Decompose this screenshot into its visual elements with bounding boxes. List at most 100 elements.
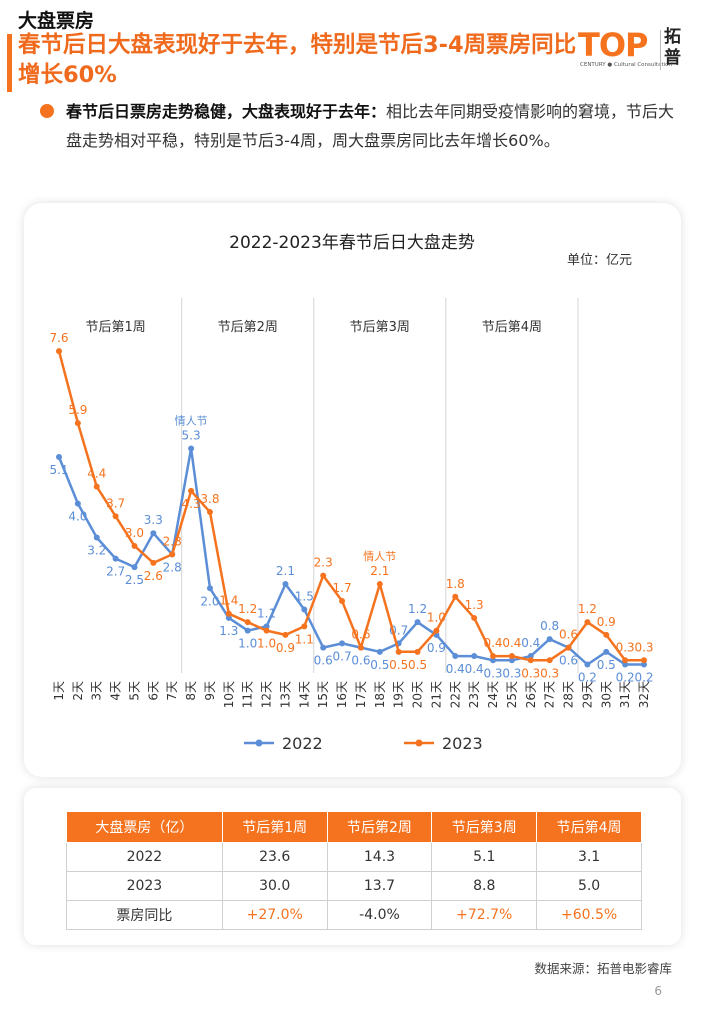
x-tick-label: 17天 (354, 681, 368, 708)
data-point-2022 (56, 454, 62, 460)
data-label-2023: 0.5 (408, 658, 427, 672)
data-label-2022: 0.7 (333, 649, 352, 663)
data-point-2022 (452, 653, 459, 660)
legend-marker (415, 739, 423, 747)
data-label-2023: 1.0 (257, 637, 276, 651)
data-label-2022: 0.3 (502, 666, 521, 680)
week-label: 节后第1周 (85, 320, 145, 335)
data-point-2022 (320, 644, 327, 651)
data-label-2023: 2.6 (144, 569, 163, 583)
table-cell: 8.8 (431, 871, 538, 901)
x-tick-label: 20天 (411, 681, 425, 708)
data-point-2022 (225, 614, 232, 621)
table-cell: 5.1 (431, 842, 538, 872)
x-tick-label: 23天 (467, 681, 481, 708)
data-point-2023 (320, 572, 327, 579)
table-card: 大盘票房（亿） 节后第1周 节后第2周 节后第3周 节后第4周 2022 23.… (24, 788, 681, 945)
series-line-2022 (57, 447, 644, 666)
accent-bar (7, 34, 12, 92)
data-point-2022 (74, 500, 81, 507)
row-label: 票房同比 (66, 900, 223, 930)
x-tick-label: 1天 (52, 681, 66, 701)
header-cell: 节后第3周 (431, 811, 538, 843)
data-point-2022 (546, 636, 553, 643)
data-label-2023: 0.9 (597, 615, 616, 629)
data-label-2023: 0.9 (276, 641, 295, 655)
x-tick-label: 32天 (637, 681, 651, 708)
data-point-2023 (74, 420, 81, 427)
data-label-2023: 0.3 (540, 666, 559, 680)
data-label-2023: 4.3 (182, 497, 201, 511)
data-label-2022: 0.4 (521, 636, 540, 650)
data-point-2023 (150, 559, 157, 566)
legend-marker (255, 739, 263, 747)
legend-label: 2022 (282, 734, 323, 753)
week-label: 节后第4周 (482, 320, 542, 335)
data-point-2022 (376, 648, 383, 655)
data-label-2022: 0.2 (616, 671, 635, 685)
data-label-2023: 0.4 (483, 636, 502, 650)
data-point-2022 (471, 653, 478, 660)
data-point-2023 (56, 348, 62, 355)
data-point-2022 (150, 530, 157, 537)
data-label-2023: 1.8 (446, 577, 465, 591)
x-tick-label: 3天 (90, 681, 104, 701)
summary-body: 相比去年同期受疫情影响的窘境，节后大盘走势相对平稳，特别是节后3-4周，周大盘票… (66, 102, 675, 150)
data-point-2023 (301, 623, 308, 630)
data-point-2023 (206, 509, 213, 516)
data-point-2023 (357, 644, 364, 651)
chart-unit-label: 单位：亿元 (567, 253, 632, 268)
chart-card: 2022-2023年春节后日大盘走势 单位：亿元 节后第1周 节后第2周 节后第3周 节后… (24, 203, 681, 777)
data-label-2022: 3.2 (87, 543, 106, 557)
data-label-2023: 0.5 (389, 658, 408, 672)
x-tick-label: 26天 (524, 681, 538, 708)
box-office-table: 大盘票房（亿） 节后第1周 节后第2周 节后第3周 节后第4周 2022 23.… (66, 811, 642, 930)
data-label-2022: 2.7 (106, 565, 125, 579)
data-point-2022 (414, 619, 421, 626)
x-tick-label: 15天 (316, 681, 330, 708)
data-label-2022: 1.5 (295, 589, 314, 603)
table-row: 2023 30.0 13.7 8.8 5.0 (66, 871, 642, 901)
data-point-2022 (339, 640, 346, 647)
data-point-2022 (263, 623, 270, 630)
data-label-2023: 1.2 (238, 602, 257, 616)
table-row: 票房同比 +27.0% -4.0% +72.7% +60.5% (66, 900, 642, 930)
x-tick-label: 24天 (486, 681, 500, 708)
data-label-2022: 0.6 (559, 654, 578, 668)
data-point-2022 (508, 657, 515, 664)
section-tag: 大盘票房 (18, 10, 95, 32)
x-tick-label: 27天 (543, 681, 557, 708)
data-point-2022 (188, 445, 195, 452)
data-label-2022: 0.2 (634, 671, 653, 685)
x-tick-label: 31天 (618, 681, 632, 708)
data-point-2023 (112, 513, 119, 520)
data-point-2022 (641, 661, 647, 668)
data-label-2022: 3.3 (144, 513, 163, 527)
data-label-2023: 3.8 (200, 492, 219, 506)
data-point-2023 (641, 657, 647, 664)
x-tick-label: 19天 (392, 681, 406, 708)
data-point-2022 (131, 564, 138, 571)
x-tick-label: 14天 (297, 681, 311, 708)
data-label-2023: 7.6 (49, 331, 68, 345)
x-tick-label: 25天 (505, 681, 519, 708)
week-label: 节后第3周 (350, 320, 410, 335)
data-point-2023 (622, 657, 629, 664)
data-point-2023 (169, 551, 176, 558)
row-label: 2023 (66, 871, 223, 901)
x-tick-label: 11天 (241, 681, 255, 708)
data-label-2022: 2.8 (163, 560, 182, 574)
table-cell: +60.5% (536, 900, 642, 930)
series-line-2023 (57, 350, 644, 662)
data-point-2023 (584, 619, 591, 626)
header-cell: 节后第4周 (536, 811, 642, 843)
data-point-2023 (282, 631, 289, 638)
data-label-2022: 0.6 (351, 654, 370, 668)
table-cell: +72.7% (431, 900, 538, 930)
x-tick-label: 16天 (335, 681, 349, 708)
x-tick-label: 10天 (222, 681, 236, 708)
data-point-2023 (471, 614, 478, 621)
data-label-2023: 1.2 (578, 602, 597, 616)
data-point-2023 (244, 619, 251, 626)
